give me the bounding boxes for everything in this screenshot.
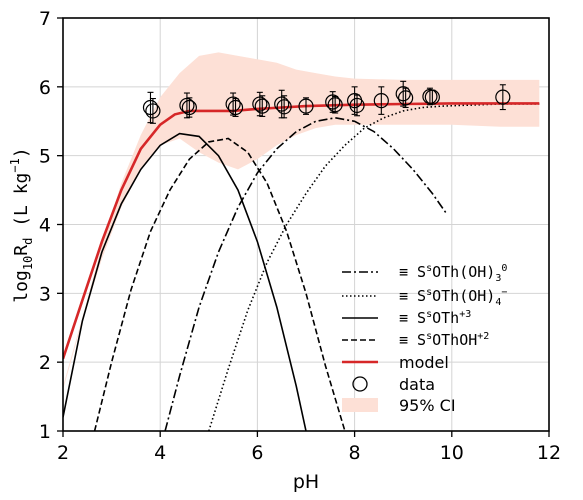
model-line bbox=[63, 102, 540, 360]
species-line-0 bbox=[164, 116, 448, 431]
data-point bbox=[179, 97, 195, 114]
data-point bbox=[373, 92, 389, 109]
x-tick-label: 12 bbox=[537, 442, 561, 464]
legend-entry-sth-oh3: ≡ SsOTh(OH)30 bbox=[342, 263, 507, 284]
legend-entry-model: model bbox=[342, 353, 449, 372]
data-point bbox=[225, 96, 241, 112]
x-tick-label: 10 bbox=[440, 442, 464, 464]
data-point bbox=[145, 103, 161, 119]
legend: ≡ SsOTh(OH)30 ≡ SsOTh(OH)4− ≡ SsOTh+3 ≡ … bbox=[342, 263, 507, 415]
y-axis-label: log10Rd (L kg−1) bbox=[8, 147, 35, 302]
species-line-3 bbox=[93, 137, 346, 431]
y-tick-label: 4 bbox=[39, 215, 51, 237]
ci-band bbox=[63, 52, 540, 390]
data-point bbox=[398, 90, 414, 106]
data-point bbox=[298, 98, 314, 114]
x-tick-label: 8 bbox=[349, 442, 361, 464]
y-tick-label: 1 bbox=[39, 421, 51, 443]
svg-text:≡ SsOTh(OH)30: ≡ SsOTh(OH)30 bbox=[399, 263, 507, 284]
svg-text:≡ SsOThOH+2: ≡ SsOThOH+2 bbox=[399, 331, 489, 349]
y-tick-label: 5 bbox=[39, 146, 51, 168]
x-tick-label: 2 bbox=[57, 442, 69, 464]
svg-text:≡ SsOTh+3: ≡ SsOTh+3 bbox=[399, 309, 471, 327]
data-point bbox=[495, 89, 511, 105]
y-tick-label: 3 bbox=[39, 283, 51, 305]
data-point bbox=[395, 86, 411, 102]
data-point bbox=[142, 99, 159, 116]
x-tick-label: 4 bbox=[154, 442, 166, 464]
y-tick-label: 7 bbox=[39, 8, 51, 30]
svg-text:model: model bbox=[399, 353, 449, 372]
data-point bbox=[252, 96, 268, 112]
legend-entry-sth-plus3: ≡ SsOTh+3 bbox=[342, 309, 471, 327]
species-line-2 bbox=[63, 132, 307, 431]
svg-text:≡ SsOTh(OH)4−: ≡ SsOTh(OH)4− bbox=[399, 287, 507, 308]
data-point bbox=[325, 94, 341, 110]
data-point bbox=[349, 97, 365, 114]
legend-entry-data: data bbox=[352, 375, 435, 394]
data-point bbox=[274, 96, 290, 112]
data-point bbox=[327, 97, 343, 113]
data-point bbox=[181, 99, 197, 116]
data-point bbox=[276, 99, 292, 115]
y-tick-label: 6 bbox=[39, 77, 51, 99]
legend-entry-sthoh-plus2: ≡ SsOThOH+2 bbox=[342, 331, 489, 349]
x-tick-label: 6 bbox=[251, 442, 263, 464]
svg-text:95% CI: 95% CI bbox=[399, 396, 456, 415]
legend-entry-sth-oh4: ≡ SsOTh(OH)4− bbox=[342, 287, 507, 308]
data-point bbox=[254, 98, 270, 114]
data-point bbox=[227, 99, 244, 116]
data-point bbox=[424, 89, 440, 105]
y-tick-label: 2 bbox=[39, 352, 51, 374]
species-line-1 bbox=[208, 103, 540, 431]
x-axis-label: pH bbox=[293, 471, 319, 493]
svg-text:data: data bbox=[399, 375, 435, 394]
legend-entry-ci: 95% CI bbox=[342, 396, 456, 415]
plot-area bbox=[63, 52, 540, 431]
